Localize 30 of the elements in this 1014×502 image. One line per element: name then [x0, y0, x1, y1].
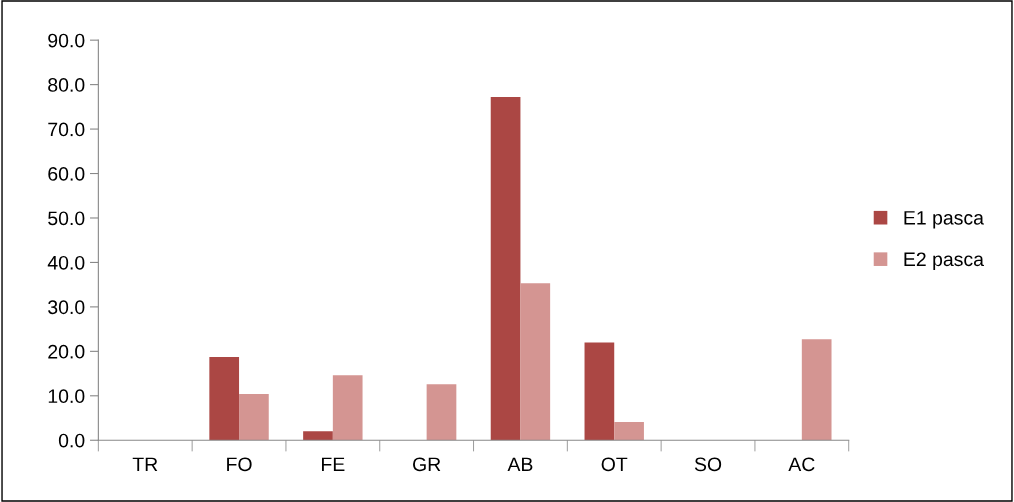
y-tick-label: 20.0	[48, 344, 85, 359]
y-tick-label: 50.0	[48, 211, 85, 226]
bar	[239, 394, 269, 441]
x-tick-label: FO	[227, 457, 252, 472]
y-tick-label: 30.0	[48, 300, 85, 315]
bar	[584, 342, 615, 441]
legend-label: E2 pasca	[904, 252, 984, 270]
bar	[520, 283, 551, 441]
x-tick-label: OT	[601, 457, 628, 472]
x-tick-label: AB	[507, 457, 533, 472]
bar	[303, 431, 333, 441]
bar	[426, 384, 457, 441]
y-tick-label: 80.0	[48, 78, 85, 92]
bar	[614, 422, 644, 441]
y-tick-label: 60.0	[48, 166, 85, 181]
bar	[332, 375, 363, 441]
y-tick-label: 10.0	[48, 389, 85, 404]
y-tick-label: 70.0	[48, 122, 85, 137]
legend-label: E1 pasca	[904, 211, 984, 229]
y-tick-label: 40.0	[47, 255, 85, 270]
x-tick-label: SO	[694, 457, 722, 472]
bar	[209, 357, 240, 441]
x-tick-label: GR	[413, 457, 441, 472]
bar	[490, 97, 521, 441]
bar	[801, 339, 832, 441]
x-tick-label: FE	[322, 457, 345, 472]
y-tick-label: 90.0	[48, 33, 85, 48]
y-tick-label: 0.0	[58, 433, 85, 448]
x-tick-label: TR	[132, 457, 158, 472]
x-tick-label: AC	[788, 457, 815, 472]
